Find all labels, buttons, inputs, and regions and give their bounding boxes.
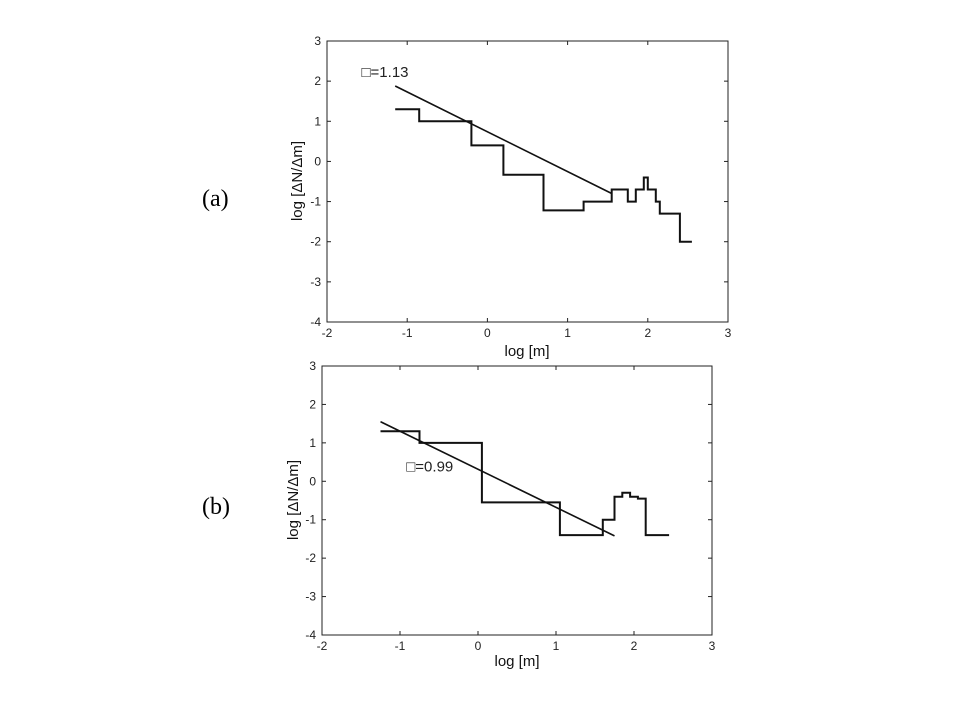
y-tick-label: 3 bbox=[314, 34, 321, 48]
y-tick-label: 2 bbox=[314, 74, 321, 88]
y-tick-label: 0 bbox=[309, 474, 316, 488]
panel-label: (a) bbox=[202, 186, 229, 212]
panel-label: (b) bbox=[202, 494, 230, 520]
x-axis-ticks: -2 -1 0 1 2 3 bbox=[322, 41, 732, 340]
x-tick-label: 0 bbox=[475, 639, 482, 653]
panel-b: (b) -2 -1 0 1 2 3 -4 -3 -2 -1 0 1 2 3 log [m] log [Δ… bbox=[202, 359, 716, 670]
y-tick-label: -2 bbox=[305, 551, 316, 565]
y-tick-label: 1 bbox=[309, 436, 316, 450]
y-axis-label: log [ΔN/Δm] bbox=[285, 460, 302, 540]
y-tick-label: -2 bbox=[310, 235, 321, 249]
x-tick-label: -1 bbox=[395, 639, 406, 653]
y-tick-label: -1 bbox=[305, 513, 316, 527]
series-group bbox=[380, 420, 670, 537]
plot-frame bbox=[321, 365, 713, 636]
x-tick-label: 3 bbox=[725, 326, 732, 340]
fit-line bbox=[380, 420, 615, 537]
y-tick-label: 0 bbox=[314, 154, 321, 168]
panel-a: (a) -2 -1 0 1 2 3 -4 -3 -2 -1 0 1 2 3 log [m] log [Δ… bbox=[202, 34, 732, 360]
y-tick-label: -3 bbox=[305, 590, 316, 604]
x-axis-label: log [m] bbox=[504, 343, 549, 360]
y-tick-label: 2 bbox=[309, 397, 316, 411]
x-tick-label: 2 bbox=[631, 639, 638, 653]
y-tick-label: 3 bbox=[309, 359, 316, 373]
fit-line bbox=[394, 85, 613, 195]
x-tick-label: 2 bbox=[644, 326, 651, 340]
x-tick-label: -1 bbox=[402, 326, 413, 340]
y-axis-ticks: -4 -3 -2 -1 0 1 2 3 bbox=[305, 359, 712, 642]
y-tick-label: 1 bbox=[314, 114, 321, 128]
step-series bbox=[395, 108, 692, 243]
slope-annotation: □=0.99 bbox=[406, 459, 453, 476]
x-tick-label: 1 bbox=[553, 639, 560, 653]
y-axis-label: log [ΔN/Δm] bbox=[289, 141, 306, 221]
series-group bbox=[394, 85, 692, 243]
x-tick-label: 0 bbox=[484, 326, 491, 340]
step-series bbox=[380, 430, 670, 537]
plot-frame bbox=[326, 40, 729, 323]
x-axis-ticks: -2 -1 0 1 2 3 bbox=[317, 366, 716, 653]
y-tick-label: -1 bbox=[310, 195, 321, 209]
y-tick-label: -4 bbox=[310, 315, 321, 329]
y-tick-label: -3 bbox=[310, 275, 321, 289]
x-axis-label: log [m] bbox=[494, 653, 539, 670]
y-axis-ticks: -4 -3 -2 -1 0 1 2 3 bbox=[310, 34, 728, 329]
slope-annotation: □=1.13 bbox=[361, 64, 408, 81]
y-tick-label: -4 bbox=[305, 628, 316, 642]
x-tick-label: 3 bbox=[709, 639, 716, 653]
x-tick-label: -2 bbox=[322, 326, 333, 340]
x-tick-label: -2 bbox=[317, 639, 328, 653]
x-tick-label: 1 bbox=[564, 326, 571, 340]
